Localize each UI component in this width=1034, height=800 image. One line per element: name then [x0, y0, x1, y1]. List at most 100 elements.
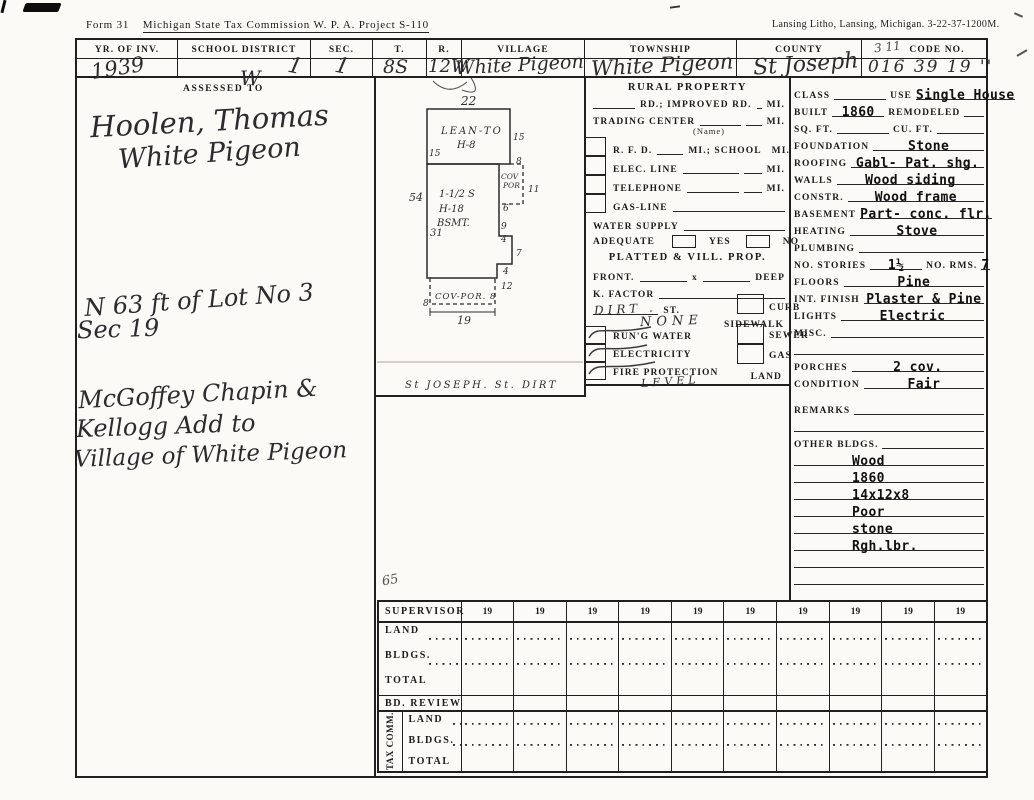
- check-electricity: [588, 344, 648, 357]
- front-label: FRONT.: [593, 273, 635, 283]
- header-cell-district: SCHOOL DISTRICT 1: [178, 40, 311, 80]
- form-body-frame: [75, 78, 988, 778]
- value-cell: [565, 733, 620, 754]
- header-cell-year: YR. OF INV. 1939: [77, 40, 178, 84]
- detail-value: 1½: [887, 258, 905, 273]
- detail-value: Electric: [879, 309, 946, 324]
- row-label: LAND: [377, 622, 462, 648]
- value-cell: [670, 622, 725, 648]
- detail-line: Wood frame: [847, 190, 984, 205]
- value-cell: [776, 754, 830, 772]
- assessment-table-body: SUPERVISOR 19 19 19 19 19 19 19 19 19 19 LAND BLDGS.…: [377, 601, 988, 772]
- detail-row: SQ. FT. CU. FT.: [792, 117, 986, 135]
- building-sketch: 22 LEAN-TO H-8 15 15 8 COV POR 11 6 1-1/…: [377, 78, 583, 391]
- gas-line-label: GAS-LINE: [613, 203, 668, 213]
- name-note: (Name): [693, 126, 725, 136]
- detail-row: 1860: [792, 466, 986, 486]
- detail-label: FLOORS: [794, 278, 840, 288]
- value-cell: [618, 648, 672, 673]
- sketch-bottom-border: [375, 395, 585, 397]
- detail-line: Single House: [915, 88, 1015, 103]
- dim-top: 22: [460, 94, 476, 108]
- detail-row: BUILT 1860 REMODELED: [792, 100, 986, 120]
- sidewalk-label: SIDEWALK: [723, 320, 784, 330]
- detail-label: HEATING: [794, 227, 846, 237]
- entry-line: stone: [794, 522, 984, 537]
- code-annotation: 3 11: [873, 38, 902, 56]
- running-water-checkbox: [585, 326, 606, 344]
- detail-label: FOUNDATION: [794, 142, 870, 152]
- form-number: Form 31: [86, 19, 130, 31]
- main-house-outline: [426, 163, 513, 279]
- value-cell: [513, 673, 567, 695]
- detail-row: Wood: [792, 449, 986, 469]
- value-cell: [565, 622, 620, 648]
- row-label: BLDGS.: [401, 733, 462, 754]
- k-factor-label: K. FACTOR: [593, 290, 655, 300]
- detail-line: 2 cov.: [851, 360, 984, 375]
- value-cell: [723, 754, 778, 772]
- dim-11: 11: [528, 185, 539, 195]
- entry-value: stone: [852, 522, 894, 537]
- scan-artifact: [0, 0, 7, 14]
- detail-line: 1860: [832, 105, 885, 120]
- detail-value: Plaster & Pine: [866, 292, 982, 307]
- detail-row: FLOORS Pine: [792, 270, 986, 290]
- detail-line: 1½: [870, 258, 923, 273]
- detail-row: CONDITION Fair: [792, 372, 986, 392]
- detail-value: Wood frame: [874, 190, 957, 205]
- town-value: 8S: [383, 56, 409, 78]
- detail-line: Gabl- Pat. shg.: [851, 156, 984, 171]
- row-label: LAND: [401, 711, 462, 733]
- range-value: 12W: [428, 56, 470, 77]
- k-factor-blank: [659, 288, 785, 299]
- electric-line-label: ELEC. LINE: [613, 165, 678, 175]
- code-number-label: CODE NO.: [909, 45, 965, 55]
- check-marks: [588, 326, 656, 375]
- tax-commission-row: TOTAL: [378, 754, 988, 772]
- detail-row: Poor: [792, 500, 986, 520]
- property-details: CLASS USE Single House BUILT 1860 REMODELED SQ…: [792, 83, 1015, 585]
- value-cell: [828, 622, 883, 648]
- trading-center-miles-blank: [745, 115, 762, 126]
- water-supply-label: WATER SUPPLY: [593, 222, 679, 232]
- detail-row: NO. STORIES 1½ NO. RMS. 7: [792, 253, 990, 273]
- deep-label: DEEP: [755, 273, 786, 283]
- row-label: BLDGS.: [377, 648, 462, 673]
- detail-label: BUILT: [794, 108, 829, 118]
- value-cell: [933, 673, 988, 695]
- detail-label: REMARKS: [794, 406, 851, 416]
- gas-checkbox: [737, 344, 764, 364]
- sewer-checkbox: [737, 324, 764, 344]
- detail-line: Plaster & Pine: [863, 292, 984, 307]
- detail-row: [792, 338, 986, 355]
- electricity-label: ELECTRICITY: [613, 350, 692, 360]
- value-cell: [933, 622, 988, 648]
- year-header: 19: [460, 601, 515, 623]
- cov-porch-lower-outline: [429, 278, 496, 305]
- detail-line: [830, 329, 984, 338]
- improved-road-label: RD.; IMPROVED RD.: [640, 100, 752, 110]
- electricity-checkbox: [585, 344, 606, 362]
- detail-line: [859, 244, 984, 253]
- rfd-blank: [657, 144, 684, 155]
- value-cell: [460, 711, 515, 733]
- value-cell: [933, 733, 988, 754]
- fire-protection-label: FIRE PROTECTION: [613, 368, 719, 378]
- platted-title: PLATTED & VILL. PROP.: [608, 252, 767, 263]
- divider-sketch-rural: [584, 78, 586, 397]
- detail-label: SQ. FT.: [794, 125, 833, 135]
- pen-stroke-artifact: [432, 80, 468, 90]
- detail-line: [936, 125, 984, 134]
- front-blank: [639, 271, 687, 282]
- value-cell: [460, 648, 515, 673]
- cov-porch-upper-label1: COV: [501, 172, 520, 181]
- dim-8: 8: [516, 157, 522, 167]
- value-cell: [513, 754, 567, 772]
- value-cell: [460, 733, 515, 754]
- value-cell: [723, 622, 778, 648]
- value-cell: [828, 694, 883, 712]
- value-cell: [828, 673, 883, 695]
- sewer-label: SEWER: [769, 331, 809, 341]
- detail-label: PLUMBING: [794, 244, 856, 254]
